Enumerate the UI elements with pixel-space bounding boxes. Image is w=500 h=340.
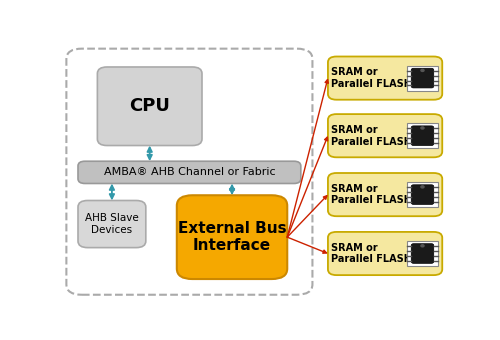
FancyBboxPatch shape: [411, 244, 434, 263]
Circle shape: [421, 186, 424, 188]
Text: AMBA® AHB Channel or Fabric: AMBA® AHB Channel or Fabric: [104, 167, 275, 177]
Circle shape: [421, 127, 424, 129]
FancyBboxPatch shape: [66, 49, 312, 295]
FancyBboxPatch shape: [328, 56, 442, 100]
Text: AHB Slave
Devices: AHB Slave Devices: [85, 213, 139, 235]
FancyBboxPatch shape: [408, 182, 438, 207]
FancyBboxPatch shape: [78, 161, 301, 184]
Circle shape: [421, 245, 424, 247]
FancyBboxPatch shape: [98, 67, 202, 146]
FancyBboxPatch shape: [78, 201, 146, 248]
FancyBboxPatch shape: [411, 185, 434, 204]
FancyBboxPatch shape: [408, 241, 438, 266]
FancyBboxPatch shape: [408, 123, 438, 148]
FancyBboxPatch shape: [411, 126, 434, 146]
Text: SRAM or
Parallel FLASH: SRAM or Parallel FLASH: [331, 184, 412, 205]
FancyBboxPatch shape: [328, 232, 442, 275]
FancyBboxPatch shape: [411, 68, 434, 88]
FancyBboxPatch shape: [328, 173, 442, 216]
Circle shape: [421, 69, 424, 71]
Text: SRAM or
Parallel FLASH: SRAM or Parallel FLASH: [331, 67, 412, 89]
FancyBboxPatch shape: [408, 66, 438, 90]
FancyBboxPatch shape: [328, 114, 442, 157]
Text: SRAM or
Parallel FLASH: SRAM or Parallel FLASH: [331, 125, 412, 147]
Text: SRAM or
Parallel FLASH: SRAM or Parallel FLASH: [331, 243, 412, 264]
Text: External Bus
Interface: External Bus Interface: [178, 221, 286, 253]
FancyBboxPatch shape: [177, 195, 287, 279]
Text: CPU: CPU: [129, 97, 170, 115]
